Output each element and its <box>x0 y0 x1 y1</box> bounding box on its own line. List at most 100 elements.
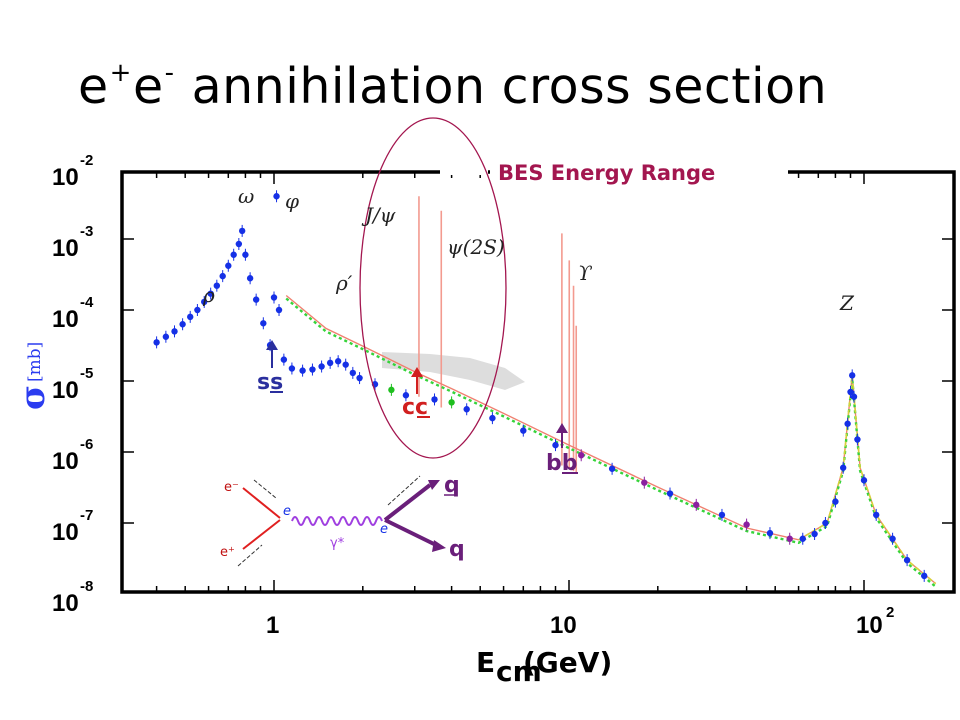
cc-label: cc <box>402 395 428 420</box>
bes-label-bg <box>490 150 788 192</box>
quark-top-label: q <box>444 473 460 498</box>
momentum-arrow-out <box>387 475 421 506</box>
positron-line <box>242 519 281 550</box>
title-minus: - <box>164 58 175 88</box>
y-axis-label: σ [mb] <box>13 342 53 410</box>
bes-range-ellipse <box>359 117 507 459</box>
vertex-right-label: e <box>380 522 388 537</box>
data-point <box>847 388 854 396</box>
data-point <box>552 441 559 449</box>
photon-label: γ* <box>330 536 345 551</box>
data-point <box>153 339 160 346</box>
y-tick-label: 10 <box>52 448 79 475</box>
data-point <box>299 367 306 374</box>
y-tick-marks <box>122 238 954 524</box>
data-point <box>230 251 237 258</box>
data-point <box>207 290 214 297</box>
x-tick-label: 1 <box>266 612 279 639</box>
data-point <box>641 479 648 486</box>
y-tick-label: 10 <box>52 377 79 404</box>
y-tick-label-exponent: -4 <box>80 294 94 311</box>
data-point <box>489 414 496 422</box>
data-point <box>280 356 288 363</box>
data-point <box>921 572 928 580</box>
x-tick-label-exponent: 2 <box>886 604 894 621</box>
sigma-symbol: σ <box>13 385 53 410</box>
data-point <box>693 501 700 509</box>
data-point <box>608 465 616 472</box>
threshold-cc: cc <box>402 367 430 420</box>
data-point <box>349 369 357 377</box>
y-tick-labels: 10-210-310-410-510-610-710-8 <box>52 152 94 617</box>
vertex-left-label: e <box>283 504 291 519</box>
quark-line-bottom <box>384 518 439 548</box>
psi2s-label: ψ(2S) <box>447 235 505 259</box>
threshold-ss: ss <box>257 340 283 395</box>
y-tick-label: 10 <box>52 519 79 546</box>
data-point <box>578 452 585 459</box>
resonance-labels: ω φ ρ ρ′ J/ψ ψ(2S) ϒ Z <box>202 184 855 315</box>
data-point <box>839 464 847 471</box>
data-point <box>854 436 861 443</box>
x-label-rest: (GeV) <box>523 646 612 679</box>
y-tick-label: 10 <box>52 590 79 617</box>
data-point <box>288 365 296 372</box>
data-point <box>238 227 246 235</box>
y-unit-label: [mb] <box>25 342 45 382</box>
data-point <box>171 328 178 335</box>
e-minus-label: e⁻ <box>224 480 239 495</box>
quark-line-top <box>383 483 432 522</box>
data-point <box>463 406 470 413</box>
green-curve <box>285 297 937 588</box>
data-point <box>235 240 243 248</box>
data-point <box>743 521 750 528</box>
title-e1: e <box>78 58 109 115</box>
y-tick-label-exponent: -8 <box>80 578 93 595</box>
e-plus-label: e⁺ <box>220 545 235 560</box>
x-tick-label: 10 <box>550 612 577 639</box>
x-tick-labels: 1 10 10 2 <box>266 604 894 639</box>
y-tick-label: 10 <box>52 164 79 191</box>
title-rest: annihilation cross section <box>175 58 828 115</box>
data-point <box>201 298 208 306</box>
data-point <box>242 251 249 258</box>
data-point <box>213 282 221 289</box>
photon-propagator <box>291 516 383 526</box>
x-axis-label: E cm (GeV) <box>476 646 612 688</box>
data-point <box>848 372 856 379</box>
rho-label: ρ <box>202 283 215 307</box>
data-point <box>889 535 896 542</box>
data-point <box>309 366 316 373</box>
cc-arrow-head <box>411 367 423 377</box>
data-point <box>766 529 774 537</box>
ss-label: ss <box>257 370 283 395</box>
momentum-arrow-in-2 <box>237 544 263 567</box>
x-label-subscript: cm <box>496 655 542 688</box>
data-point <box>844 420 851 427</box>
uncertainty-band <box>382 352 525 390</box>
threshold-bb: bb <box>546 423 578 476</box>
data-point <box>832 498 839 505</box>
data-point <box>318 363 325 370</box>
data-point <box>666 490 674 497</box>
title-plus: + <box>109 58 132 88</box>
data-point <box>326 359 334 367</box>
bb-arrow-head <box>556 423 568 433</box>
data-point <box>873 511 880 519</box>
quark-arrow-top <box>428 480 440 490</box>
momentum-arrow-in-1 <box>253 479 277 499</box>
x-tick-label: 10 <box>856 612 883 639</box>
data-point <box>850 393 858 400</box>
data-point <box>903 556 911 564</box>
data-point <box>219 272 226 280</box>
y-tick-label-exponent: -7 <box>80 507 93 524</box>
data-point <box>402 392 410 399</box>
data-point <box>799 535 806 542</box>
data-point <box>270 294 278 301</box>
data-point <box>162 333 170 340</box>
data-point <box>246 275 254 282</box>
data-point <box>811 530 818 538</box>
quark-bottom-label: q <box>449 537 465 562</box>
yellow-curve <box>798 375 937 585</box>
y-tick-label-exponent: -6 <box>80 436 93 453</box>
